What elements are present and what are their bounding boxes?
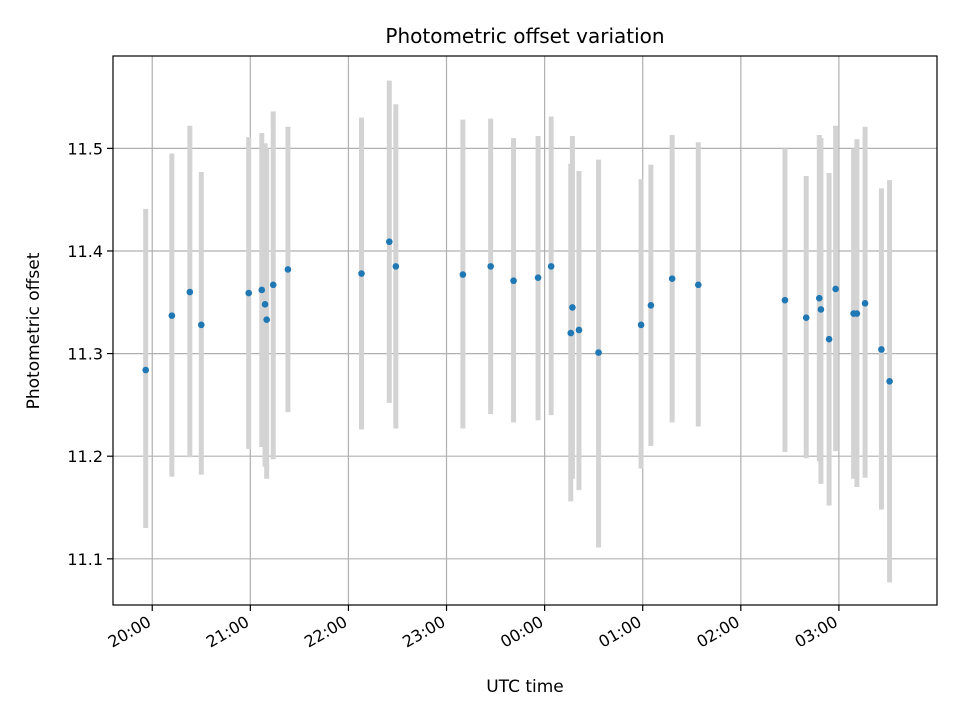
data-point xyxy=(878,346,885,353)
data-point xyxy=(258,286,266,294)
data-point xyxy=(575,326,583,334)
data-point xyxy=(269,281,277,289)
y-axis-ticks: 11.1 11.2 11.3 11.4 11.5 xyxy=(67,139,113,569)
chart-title: Photometric offset variation xyxy=(385,24,664,48)
data-point xyxy=(815,294,823,302)
y-tick-label: 11.4 xyxy=(67,242,103,261)
y-tick-label: 11.3 xyxy=(67,345,103,364)
data-point xyxy=(567,329,575,337)
data-point xyxy=(261,301,269,308)
data-point xyxy=(487,263,494,270)
data-point xyxy=(853,310,861,317)
y-tick-label: 11.1 xyxy=(67,550,103,569)
data-point xyxy=(668,275,676,282)
data-point xyxy=(510,277,517,285)
data-point xyxy=(817,306,825,313)
data-point xyxy=(168,312,176,319)
data-point xyxy=(142,366,149,374)
data-point xyxy=(245,289,252,297)
data-point xyxy=(886,377,893,385)
data-point xyxy=(781,296,789,304)
y-tick-label: 11.5 xyxy=(67,139,103,158)
data-point xyxy=(392,263,400,270)
data-point xyxy=(186,288,194,296)
plot-frame xyxy=(112,55,938,606)
data-point xyxy=(569,304,576,311)
data-point xyxy=(263,316,270,324)
data-points xyxy=(142,238,893,385)
data-point xyxy=(832,285,839,293)
data-point xyxy=(534,274,542,281)
data-point xyxy=(197,321,205,329)
data-point xyxy=(386,238,393,246)
data-point xyxy=(459,271,467,278)
data-point xyxy=(284,266,292,273)
data-point xyxy=(547,263,555,270)
data-point xyxy=(825,335,833,343)
y-tick-label: 11.2 xyxy=(67,447,103,466)
data-point xyxy=(637,321,645,329)
data-point xyxy=(358,270,365,277)
y-axis-label: Photometric offset xyxy=(24,252,44,409)
data-point xyxy=(861,300,869,307)
x-axis-label: UTC time xyxy=(486,677,564,697)
data-point xyxy=(647,302,655,309)
data-point xyxy=(595,349,602,356)
data-point xyxy=(802,314,810,321)
data-point xyxy=(695,281,702,289)
